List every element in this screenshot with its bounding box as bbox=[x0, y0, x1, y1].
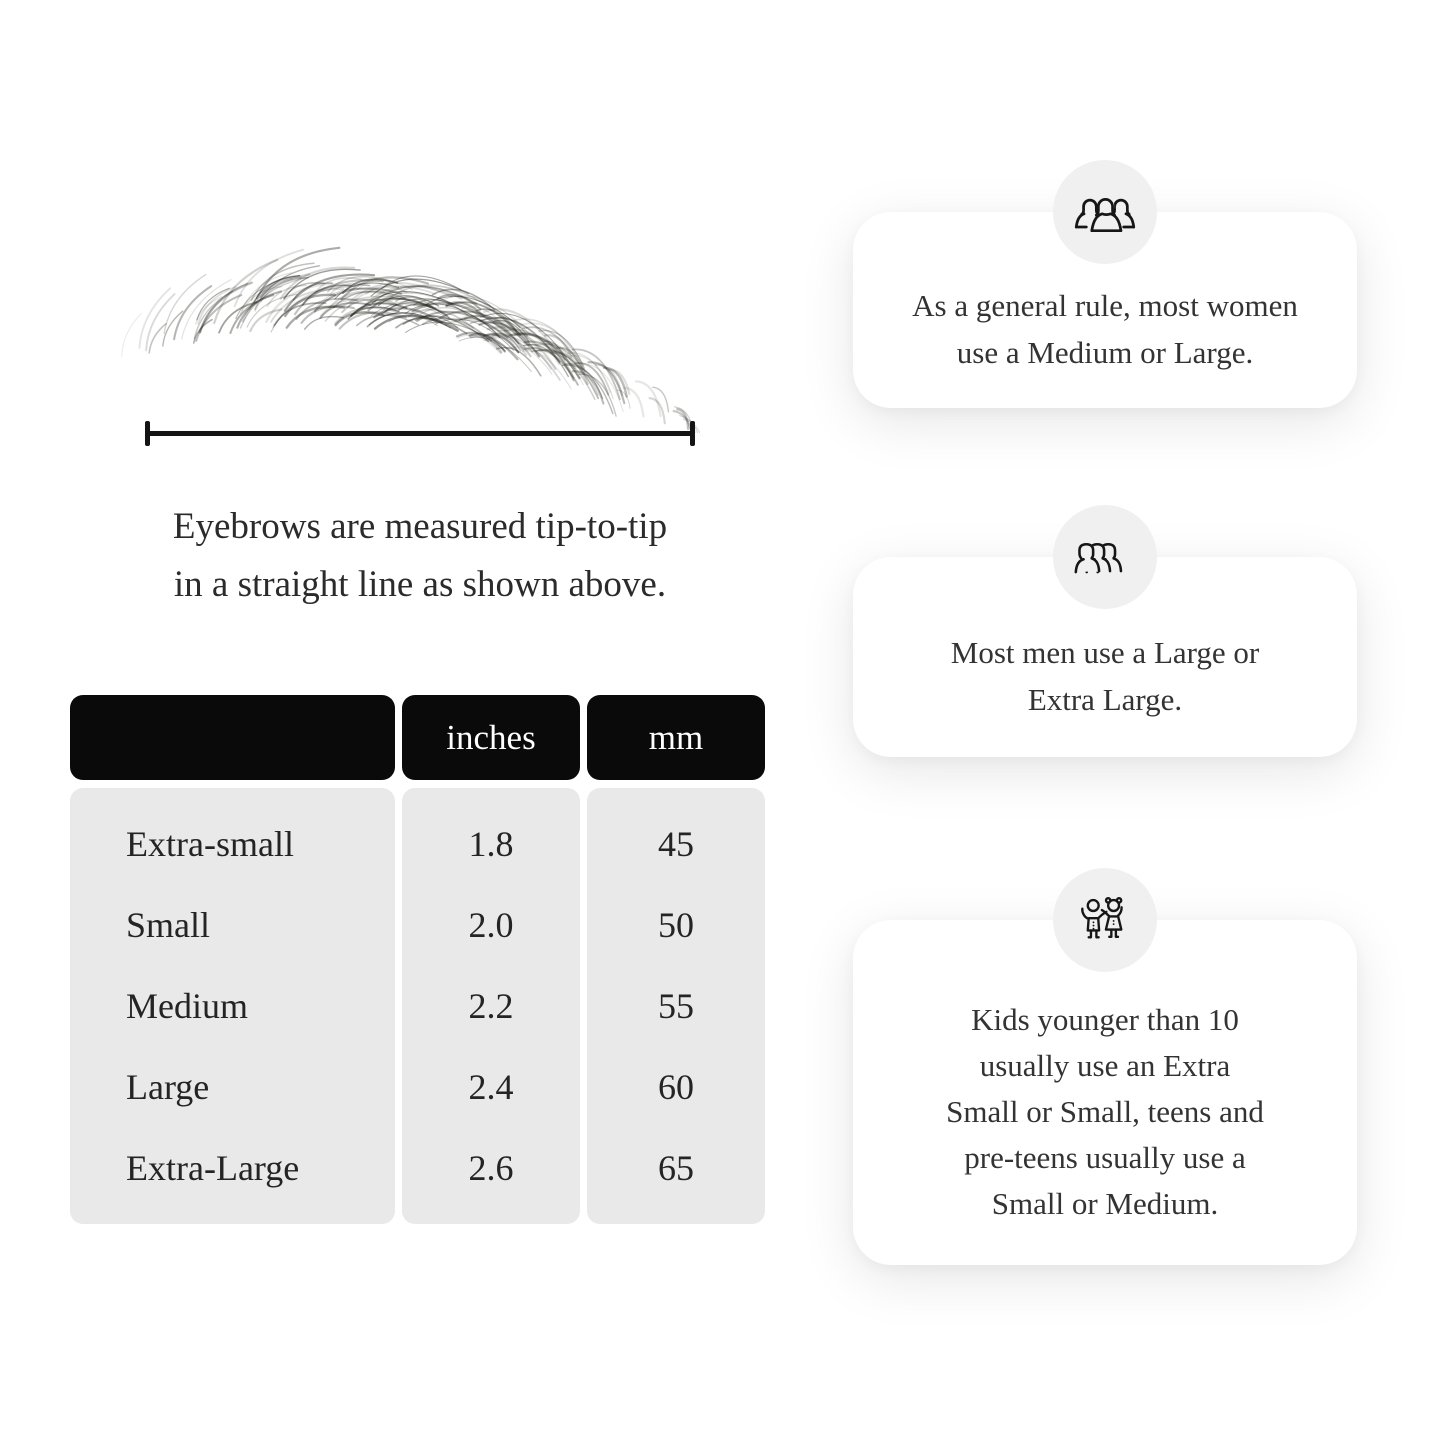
table-body-inches: 1.8 2.0 2.2 2.4 2.6 bbox=[402, 788, 580, 1224]
inches-value: 2.0 bbox=[468, 905, 514, 946]
table-header-inches: inches bbox=[402, 695, 580, 780]
card-text-line: use a Medium or Large. bbox=[956, 335, 1254, 370]
card-text-line: Extra Large. bbox=[1027, 682, 1183, 717]
eyebrow-illustration bbox=[121, 246, 700, 433]
table-body-mm: 45 50 55 60 65 bbox=[587, 788, 765, 1224]
caption-line-2: in a straight line as shown above. bbox=[173, 564, 667, 605]
mm-value: 50 bbox=[658, 905, 694, 946]
card-text-line: pre-teens usually use a bbox=[964, 1139, 1246, 1175]
table-header-mm: mm bbox=[587, 695, 765, 780]
card-text-line: As a general rule, most women bbox=[912, 288, 1298, 323]
card-text-line: Small or Small, teens and bbox=[946, 1093, 1264, 1129]
table-header-sizes bbox=[70, 695, 395, 780]
size-label: Large bbox=[126, 1066, 210, 1107]
size-label: Medium bbox=[126, 985, 248, 1026]
icon-badge bbox=[1053, 505, 1157, 609]
mm-value: 60 bbox=[658, 1066, 694, 1107]
card-text-line: usually use an Extra bbox=[979, 1047, 1231, 1083]
women-group-icon bbox=[1074, 196, 1136, 233]
size-label: Small bbox=[126, 905, 211, 946]
card-text-line: Kids younger than 10 bbox=[971, 1001, 1239, 1037]
table-column-mm: mm 45 50 55 60 65 bbox=[587, 695, 765, 1224]
table-body-sizes: Extra-small Small Medium Large Extra-Lar… bbox=[70, 788, 395, 1224]
size-table: Extra-small Small Medium Large Extra-Lar… bbox=[70, 695, 765, 1224]
card-men: Most men use a Large or Extra Large. bbox=[853, 505, 1357, 757]
eyebrow-hairs bbox=[121, 246, 700, 433]
table-column-sizes: Extra-small Small Medium Large Extra-Lar… bbox=[70, 695, 395, 1224]
inches-value: 1.8 bbox=[468, 824, 514, 865]
card-women: As a general rule, most women use a Medi… bbox=[853, 160, 1357, 408]
icon-badge bbox=[1053, 868, 1157, 972]
men-group-icon bbox=[1074, 542, 1123, 574]
card-text-line: Most men use a Large or bbox=[950, 635, 1260, 670]
icon-badge bbox=[1053, 160, 1157, 264]
inches-value: 2.6 bbox=[468, 1147, 514, 1188]
card-kids: Kids younger than 10 usually use an Extr… bbox=[853, 868, 1357, 1265]
mm-value: 65 bbox=[658, 1147, 694, 1188]
mm-value: 55 bbox=[658, 985, 694, 1026]
measurement-line bbox=[145, 421, 695, 446]
caption-line-1: Eyebrows are measured tip-to-tip bbox=[172, 506, 668, 547]
kids-icon bbox=[1081, 896, 1123, 938]
size-label: Extra-small bbox=[126, 824, 294, 865]
inches-value: 2.2 bbox=[468, 985, 514, 1026]
card-text-line: Small or Medium. bbox=[991, 1185, 1219, 1221]
measurement-caption: Eyebrows are measured tip-to-tip in a st… bbox=[95, 498, 745, 614]
table-column-inches: inches 1.8 2.0 2.2 2.4 2.6 bbox=[402, 695, 580, 1224]
mm-value: 45 bbox=[658, 824, 694, 865]
size-label: Extra-Large bbox=[126, 1147, 300, 1188]
inches-value: 2.4 bbox=[468, 1066, 514, 1107]
